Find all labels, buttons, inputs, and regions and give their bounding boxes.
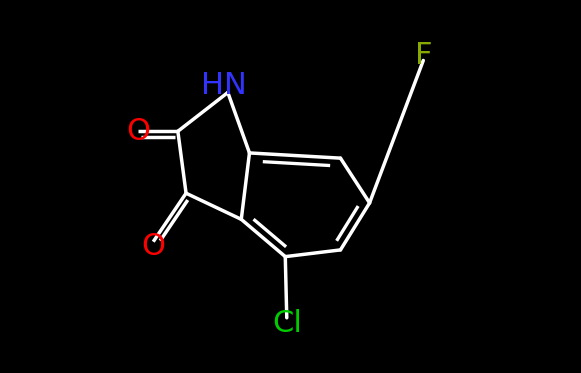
Text: Cl: Cl [272, 309, 302, 338]
Text: F: F [414, 41, 432, 70]
Text: O: O [126, 117, 150, 146]
Text: HN: HN [201, 71, 247, 100]
Text: O: O [141, 232, 165, 261]
